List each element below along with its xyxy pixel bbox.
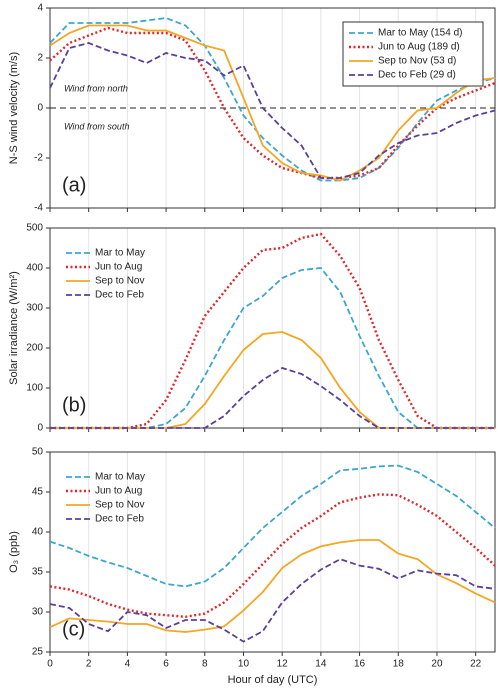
- x-tick-label: 8: [202, 659, 208, 670]
- legend-label: Mar to May: [95, 472, 145, 483]
- y-tick-label: 100: [26, 383, 43, 394]
- y-tick-label: -4: [34, 203, 43, 214]
- plot-frame: [49, 227, 496, 429]
- series-line: [50, 331, 495, 429]
- series-line: [49, 539, 496, 633]
- plot-frame: [49, 451, 496, 653]
- series-line: [49, 26, 496, 180]
- series-line: [49, 42, 496, 179]
- panel-label: (b): [62, 394, 86, 416]
- annotation: Wind from north: [64, 83, 128, 93]
- legend-label: Sep to Nov: [95, 276, 144, 287]
- y-tick-label: 400: [26, 263, 43, 274]
- legend-label: Dec to Feb: [95, 290, 144, 301]
- y-axis-label: N-S wind velocity (m/s): [8, 52, 20, 164]
- y-tick-label: 25: [32, 647, 44, 658]
- y-tick-label: 0: [37, 103, 43, 114]
- x-tick-label: 12: [277, 659, 289, 670]
- x-tick-label: 14: [315, 659, 327, 670]
- y-axis-label: Solar irradiance (W/m²): [8, 271, 20, 385]
- x-axis-label: Hour of day (UTC): [228, 674, 318, 686]
- legend-label: Mar to May (154 d): [378, 28, 462, 39]
- legend-box: [342, 21, 484, 87]
- series-line: [49, 558, 496, 643]
- x-tick-label: 2: [86, 659, 92, 670]
- series-line: [50, 232, 495, 430]
- x-tick-label: 16: [354, 659, 366, 670]
- y-tick-label: 300: [26, 303, 43, 314]
- legend-label: Dec to Feb: [95, 514, 144, 525]
- legend-label: Sep to Nov (53 d): [378, 56, 456, 67]
- legend-label: Jun to Aug (189 d): [378, 42, 460, 53]
- legend-label: Mar to May: [95, 248, 145, 259]
- panel-label: (c): [62, 618, 85, 640]
- y-tick-label: 200: [26, 343, 43, 354]
- x-tick-label: 18: [393, 659, 405, 670]
- series-line: [49, 24, 496, 182]
- x-tick-label: 4: [125, 659, 131, 670]
- y-tick-label: 30: [32, 607, 44, 618]
- y-tick-label: 40: [32, 527, 44, 538]
- x-tick-label: 0: [47, 659, 53, 670]
- y-tick-label: 4: [37, 3, 43, 14]
- y-tick-label: 45: [32, 487, 44, 498]
- series-line: [49, 464, 496, 588]
- y-tick-label: 500: [26, 223, 43, 234]
- x-tick-label: 6: [163, 659, 169, 670]
- y-tick-label: 2: [37, 53, 43, 64]
- y-tick-label: -2: [34, 153, 43, 164]
- legend-label: Jun to Aug: [95, 486, 142, 497]
- series-line: [50, 367, 495, 429]
- y-tick-label: 50: [32, 447, 44, 458]
- annotation: Wind from south: [64, 121, 129, 131]
- series-line: [49, 17, 496, 182]
- y-axis-label: O₃ (ppb): [8, 531, 20, 573]
- legend-label: Jun to Aug: [95, 262, 142, 273]
- panel-label: (a): [62, 174, 86, 196]
- y-tick-label: 0: [37, 423, 43, 434]
- x-tick-label: 10: [238, 659, 250, 670]
- series-line: [49, 493, 496, 619]
- legend-label: Sep to Nov: [95, 500, 144, 511]
- x-tick-label: 20: [431, 659, 443, 670]
- legend-label: Dec to Feb (29 d): [378, 70, 456, 81]
- x-tick-label: 22: [470, 659, 482, 670]
- y-tick-label: 35: [32, 567, 44, 578]
